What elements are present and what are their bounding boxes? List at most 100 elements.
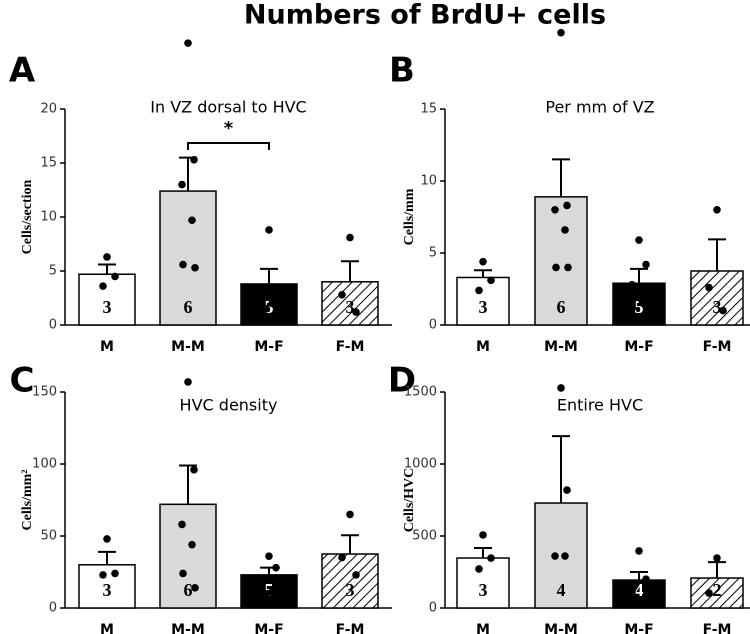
bar (534, 196, 588, 326)
data-point (191, 584, 199, 592)
bar (321, 553, 379, 609)
y-tick-label: 5 (49, 264, 57, 279)
y-tick-label: 0 (49, 601, 57, 616)
n-label: 2 (713, 580, 722, 600)
data-point (628, 588, 636, 596)
data-point (638, 597, 646, 605)
bar (690, 577, 744, 609)
data-point (563, 201, 571, 210)
panel-letter: B (389, 51, 415, 91)
data-point (475, 565, 483, 573)
x-tick-label: F-M (703, 339, 732, 355)
n-label: 3 (479, 580, 488, 600)
data-point (184, 378, 192, 386)
data-point (487, 276, 495, 285)
y-axis-label: Cells/HVC (402, 468, 417, 533)
figure-title: Numbers of BrdU+ cells (244, 0, 606, 31)
data-point (552, 263, 560, 272)
x-tick-label: M-F (624, 622, 653, 634)
data-point (713, 206, 721, 214)
data-point (551, 552, 559, 560)
data-point (178, 520, 186, 529)
y-tick-label: 0 (429, 601, 437, 616)
x-tick-label: M-M (544, 622, 578, 634)
y-tick-label: 150 (32, 385, 57, 400)
data-point (705, 283, 713, 292)
x-tick-label: M-F (254, 339, 283, 355)
n-label: 3 (103, 580, 112, 600)
significance-bracket (187, 142, 270, 150)
y-tick-label: 500 (412, 529, 437, 544)
data-point (262, 592, 270, 601)
panel-title: HVC density (180, 396, 278, 415)
significance-label: * (224, 118, 234, 139)
data-point (103, 535, 111, 543)
bar (78, 273, 136, 326)
data-point (188, 216, 196, 225)
bar (690, 270, 744, 326)
data-point (179, 569, 187, 578)
panel-title: Entire HVC (557, 396, 643, 415)
data-point (352, 571, 360, 579)
data-point (713, 554, 721, 562)
data-point (563, 486, 571, 494)
data-point (557, 384, 565, 392)
n-label: 4 (635, 580, 644, 600)
x-tick-label: M-F (254, 622, 283, 634)
data-point (184, 39, 192, 47)
data-point (188, 540, 196, 549)
y-axis-label: Cells/mm (402, 188, 417, 245)
bar (78, 564, 136, 609)
x-tick-label: M-M (544, 339, 578, 355)
data-point (272, 283, 280, 292)
n-label: 3 (713, 297, 722, 317)
data-point (557, 28, 565, 37)
data-point (268, 299, 276, 308)
data-point (487, 554, 495, 562)
data-point (642, 575, 650, 583)
y-tick-label: 10 (420, 174, 437, 189)
x-tick-label: M-F (624, 339, 653, 355)
bar (534, 502, 588, 609)
panel-title: Per mm of VZ (545, 98, 654, 117)
y-axis-label: Cells/mm² (20, 470, 35, 531)
data-point (99, 571, 107, 579)
y-tick-label: 20 (40, 102, 57, 117)
data-point (338, 553, 346, 562)
data-point (352, 308, 360, 316)
data-point (178, 180, 186, 189)
data-point (479, 531, 487, 539)
panel-letter: C (10, 361, 35, 401)
data-point (190, 155, 198, 164)
data-point (632, 314, 640, 322)
data-point (258, 581, 266, 589)
y-tick-label: 15 (420, 102, 437, 117)
data-point (635, 547, 643, 555)
y-tick-label: 1500 (404, 385, 437, 400)
data-point (179, 260, 187, 269)
x-tick-label: F-M (336, 622, 365, 634)
y-tick-label: 50 (40, 529, 57, 544)
x-tick-label: M (476, 339, 490, 355)
panel-letter: A (9, 51, 36, 91)
n-label: 6 (184, 297, 193, 317)
y-tick-label: 15 (40, 156, 57, 171)
data-point (111, 569, 119, 578)
y-axis-label: Cells/section (20, 179, 35, 254)
x-tick-label: M (476, 622, 490, 634)
y-tick-label: 5 (429, 246, 437, 261)
data-point (191, 263, 199, 272)
data-point (103, 253, 111, 261)
y-tick-label: 1000 (404, 457, 437, 472)
bar (612, 579, 666, 609)
data-point (561, 226, 569, 234)
data-point (268, 588, 276, 596)
n-label: 6 (184, 580, 193, 600)
bar (456, 276, 510, 326)
x-tick-label: M (100, 339, 114, 355)
data-point (719, 306, 727, 315)
x-tick-label: F-M (336, 339, 365, 355)
data-point (705, 589, 713, 597)
n-label: 3 (346, 580, 355, 600)
